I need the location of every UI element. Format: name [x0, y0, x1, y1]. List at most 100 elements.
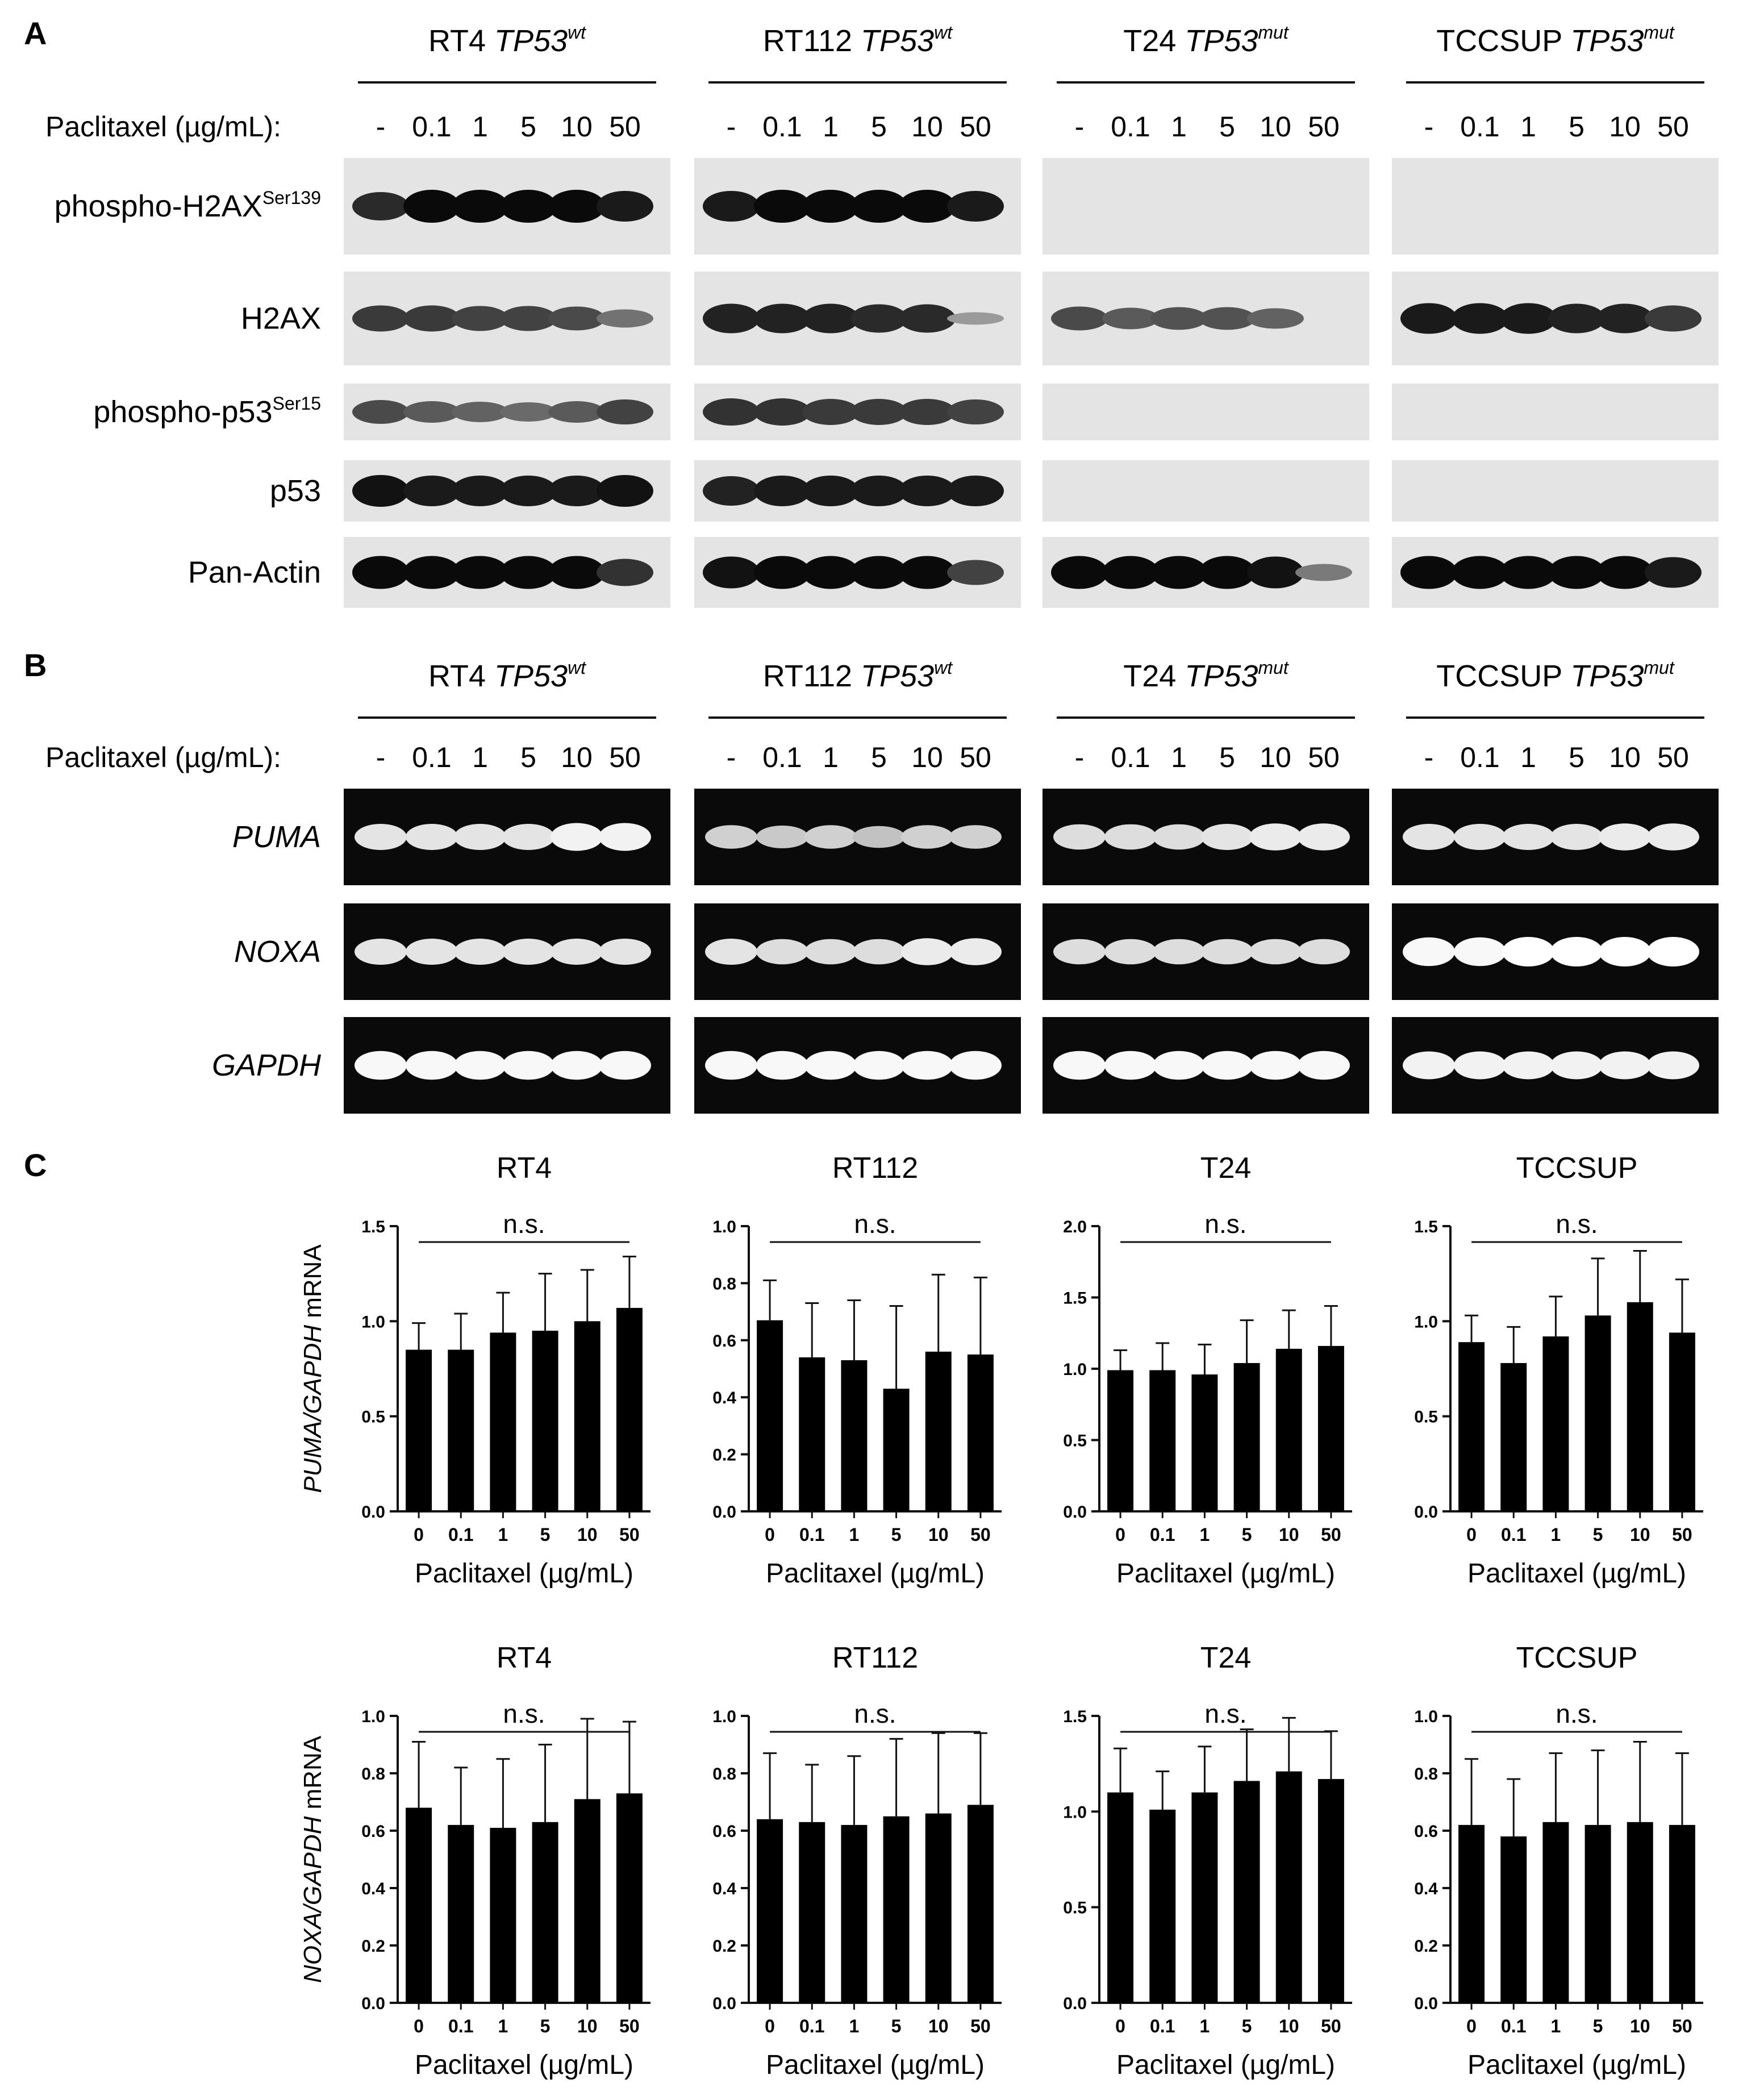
pcr-dose-label: 1 — [823, 741, 839, 773]
bar — [967, 1805, 994, 2003]
western-band — [403, 190, 460, 223]
western-dose-label: 5 — [871, 111, 887, 143]
western-band — [1645, 305, 1702, 332]
x-tick-label: 50 — [1321, 1524, 1341, 1545]
pcr-band — [454, 939, 506, 965]
western-band — [352, 305, 409, 332]
bar — [1317, 1345, 1344, 1511]
bar — [1542, 1822, 1569, 2003]
pcr-band — [1403, 824, 1455, 850]
x-tick-label: 50 — [1321, 2016, 1341, 2036]
bar — [1584, 1824, 1611, 2003]
bar — [1275, 1348, 1302, 1511]
bar-chart — [1091, 1715, 1352, 2010]
bar — [490, 1332, 516, 1511]
pcr-band — [1454, 824, 1506, 850]
western-blot-membrane — [1043, 158, 1369, 255]
y-tick-label: 0.0 — [712, 1503, 736, 1522]
pcr-dose-label: 50 — [1308, 741, 1340, 773]
western-band — [1500, 556, 1557, 589]
pcr-band — [1153, 939, 1205, 965]
y-tick-label: 0.2 — [361, 1937, 385, 1956]
x-tick-label: 1 — [849, 1524, 860, 1545]
western-band — [500, 556, 557, 589]
western-band — [548, 306, 605, 331]
western-dose-label: 0.1 — [412, 111, 452, 143]
bar — [1627, 1302, 1653, 1511]
western-band — [500, 190, 557, 223]
western-band — [1645, 557, 1702, 588]
pcr-band — [1502, 824, 1554, 850]
x-tick-label: 10 — [1279, 1524, 1299, 1545]
gene-name: TP53 — [1185, 24, 1258, 58]
western-dose-label: 50 — [1657, 111, 1689, 143]
cell-line-name: T24 — [1123, 24, 1185, 58]
y-tick-label: 1.0 — [712, 1218, 736, 1236]
western-band — [802, 190, 859, 223]
y-tick-label: 0.4 — [1414, 1880, 1438, 1898]
x-tick-label: 5 — [1242, 1524, 1252, 1545]
bar — [406, 1807, 432, 2003]
pcr-band — [502, 939, 554, 965]
bar — [532, 1822, 558, 2003]
x-tick-label: 0 — [1115, 2016, 1125, 2036]
western-cell-line-title: RT112 TP53wt — [763, 22, 953, 58]
bar — [1191, 1374, 1218, 1511]
western-dose-label: 0.1 — [762, 111, 802, 143]
chart-title: T24 — [1200, 1641, 1252, 1674]
pcr-dose-label: 5 — [520, 741, 536, 773]
western-dose-label: 1 — [472, 111, 488, 143]
western-band — [802, 303, 859, 334]
western-band — [403, 305, 460, 332]
western-row-label: Pan-Actin — [188, 556, 321, 590]
western-band — [754, 556, 811, 589]
pcr-band — [599, 1051, 651, 1080]
y-tick-label: 0.6 — [361, 1822, 385, 1841]
gene-status: wt — [934, 657, 953, 678]
x-tick-label: 0 — [414, 2016, 424, 2036]
bar — [1584, 1315, 1611, 1511]
bar — [1542, 1336, 1569, 1511]
significance-label: n.s. — [503, 1209, 545, 1239]
western-band — [850, 476, 907, 506]
y-tick-label: 0.6 — [712, 1822, 736, 1841]
pcr-band — [599, 939, 651, 965]
western-band — [947, 191, 1004, 222]
bar — [1275, 1771, 1302, 2003]
western-band — [899, 476, 956, 506]
chart-title: T24 — [1200, 1152, 1252, 1185]
pcr-band — [1053, 1051, 1106, 1080]
western-row-label: p53 — [270, 474, 321, 508]
y-tick-label: 0.2 — [1414, 1937, 1438, 1956]
y-axis-label: NOXA/GAPDH mRNA — [299, 1735, 327, 1983]
pcr-band — [949, 938, 1002, 965]
bar — [1317, 1779, 1344, 2003]
western-band — [597, 475, 653, 507]
x-tick-label: 10 — [1630, 2016, 1650, 2036]
pcr-dose-label: 50 — [960, 741, 991, 773]
western-dose-label: 10 — [1609, 111, 1641, 143]
pcr-band — [406, 1051, 458, 1080]
pcr-band — [1647, 937, 1699, 966]
x-axis-label: Paclitaxel (µg/mL) — [415, 2050, 633, 2080]
western-band — [1400, 556, 1457, 589]
y-tick-label: 0.4 — [361, 1880, 385, 1898]
pcr-band — [853, 826, 905, 848]
x-tick-label: 5 — [540, 2016, 551, 2036]
gene-name: TP53 — [1185, 659, 1258, 693]
pcr-dose-label: 0.1 — [1460, 741, 1500, 773]
pcr-cell-line-title: TCCSUP TP53mut — [1436, 657, 1675, 693]
x-tick-label: 0 — [765, 2016, 775, 2036]
pcr-band — [1599, 937, 1651, 966]
bar — [574, 1321, 601, 1511]
y-tick-label: 1.5 — [1414, 1218, 1438, 1236]
bar — [1669, 1332, 1695, 1511]
bar — [883, 1816, 910, 2003]
pcr-band — [901, 1051, 953, 1080]
panel-label-c: C — [24, 1147, 47, 1183]
bar — [799, 1822, 825, 2003]
pcr-band — [406, 939, 458, 965]
y-tick-label: 0.8 — [712, 1765, 736, 1784]
y-tick-label: 1.0 — [1414, 1707, 1438, 1726]
x-tick-label: 5 — [891, 2016, 902, 2036]
